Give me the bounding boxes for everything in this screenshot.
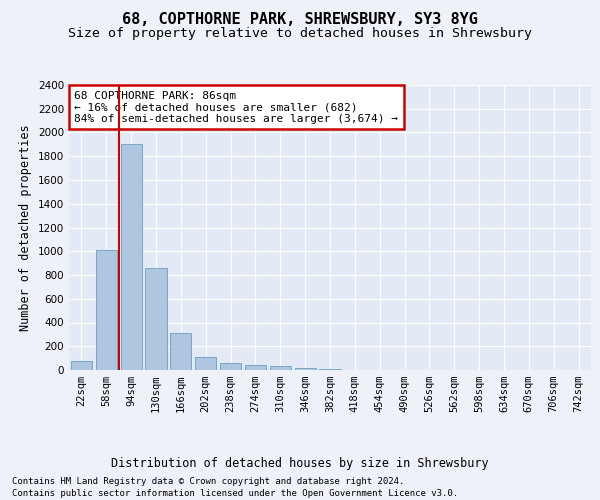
Text: Size of property relative to detached houses in Shrewsbury: Size of property relative to detached ho… — [68, 28, 532, 40]
Bar — [71, 360, 92, 370]
Bar — [96, 250, 117, 370]
Bar — [195, 357, 216, 370]
Text: 68, COPTHORNE PARK, SHREWSBURY, SY3 8YG: 68, COPTHORNE PARK, SHREWSBURY, SY3 8YG — [122, 12, 478, 28]
Bar — [170, 333, 191, 370]
Text: Distribution of detached houses by size in Shrewsbury: Distribution of detached houses by size … — [111, 458, 489, 470]
Bar — [319, 369, 341, 370]
Y-axis label: Number of detached properties: Number of detached properties — [19, 124, 32, 331]
Bar — [220, 364, 241, 370]
Text: 68 COPTHORNE PARK: 86sqm
← 16% of detached houses are smaller (682)
84% of semi-: 68 COPTHORNE PARK: 86sqm ← 16% of detach… — [74, 90, 398, 124]
Bar — [295, 368, 316, 370]
Bar — [270, 366, 291, 370]
Text: Contains HM Land Registry data © Crown copyright and database right 2024.: Contains HM Land Registry data © Crown c… — [12, 478, 404, 486]
Text: Contains public sector information licensed under the Open Government Licence v3: Contains public sector information licen… — [12, 489, 458, 498]
Bar — [245, 365, 266, 370]
Bar — [145, 268, 167, 370]
Bar — [121, 144, 142, 370]
